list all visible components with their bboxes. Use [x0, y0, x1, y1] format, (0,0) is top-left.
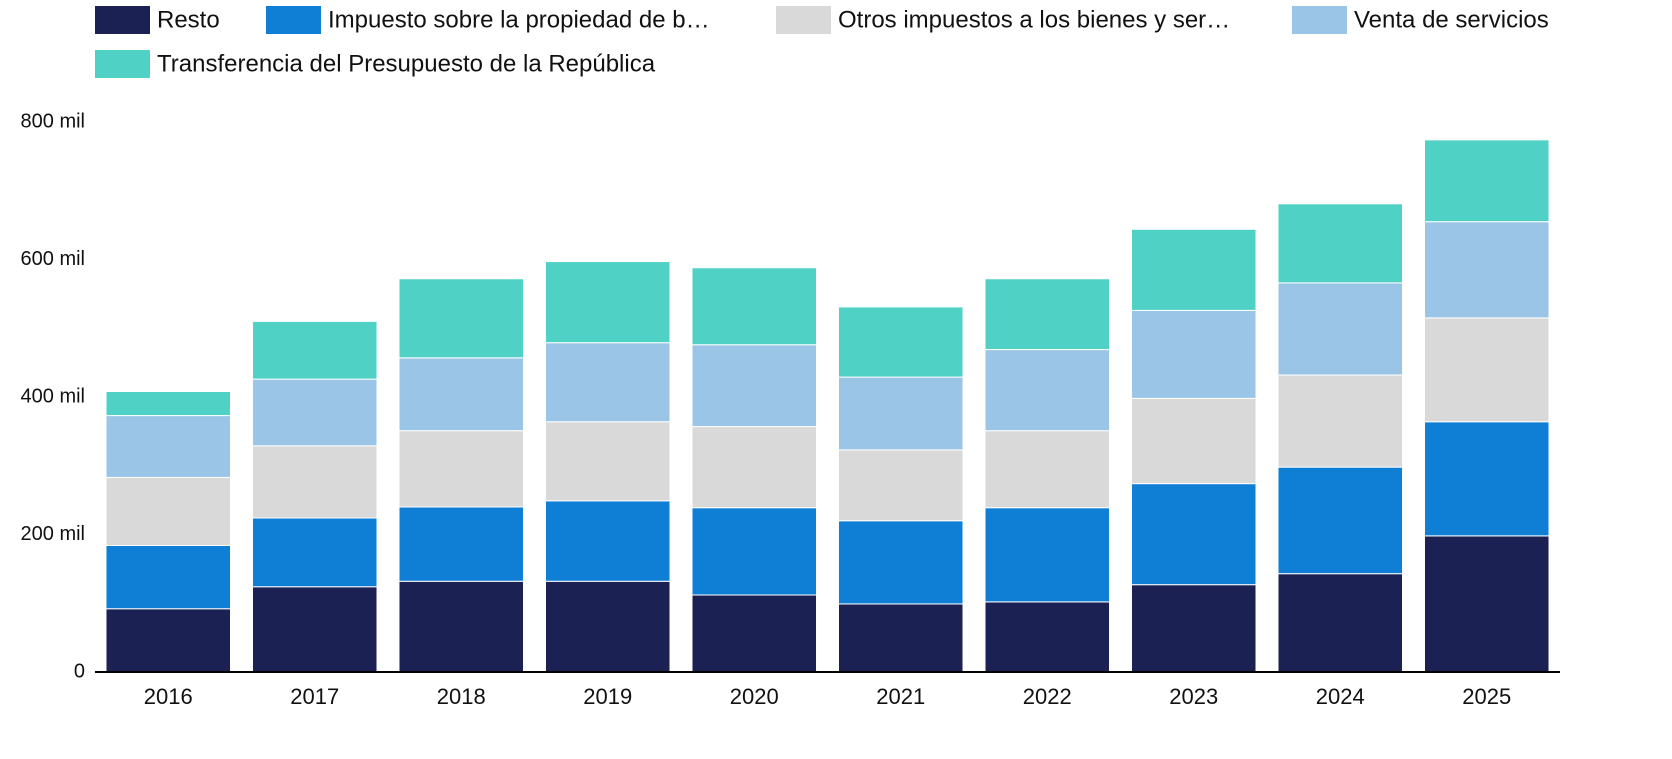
bar-segment	[984, 601, 1111, 673]
bar-segment	[398, 580, 525, 673]
bar-segment	[251, 517, 378, 588]
x-tick-label: 2020	[730, 684, 779, 709]
bar-segment	[1277, 203, 1404, 284]
y-tick-label: 0	[74, 660, 85, 682]
y-tick-label: 200 mil	[21, 523, 85, 545]
bar-segment	[1277, 374, 1404, 468]
bar-segment	[1423, 221, 1550, 319]
bar-segment	[1423, 421, 1550, 537]
bar-segment	[837, 376, 964, 451]
x-tick-label: 2024	[1316, 684, 1365, 709]
legend-swatch	[95, 6, 150, 34]
x-tick-label: 2019	[583, 684, 632, 709]
bar-segment	[837, 603, 964, 673]
bar-segment	[105, 391, 232, 417]
bar-segment	[984, 507, 1111, 603]
bar-segment	[251, 320, 378, 380]
bar-segment	[544, 500, 671, 582]
bar-segment	[544, 421, 671, 502]
legend-swatch	[95, 50, 150, 78]
bar-segment	[837, 306, 964, 378]
bar-segment	[398, 430, 525, 508]
x-tick-label: 2016	[144, 684, 193, 709]
y-tick-label: 800 mil	[21, 110, 85, 132]
bar-segment	[544, 342, 671, 423]
legend-label: Impuesto sobre la propiedad de b…	[328, 6, 710, 33]
bar-segment	[691, 507, 818, 596]
legend-label: Venta de servicios	[1354, 6, 1549, 33]
bar-segment	[1130, 228, 1257, 311]
legend-label: Transferencia del Presupuesto de la Repú…	[157, 50, 656, 77]
bar-segment	[1423, 535, 1550, 673]
bar-segment	[984, 430, 1111, 509]
bar-segment	[1130, 483, 1257, 586]
bar-segment	[1277, 466, 1404, 575]
x-tick-label: 2017	[290, 684, 339, 709]
bar-segment	[691, 344, 818, 428]
bar-segment	[398, 357, 525, 432]
bar-segment	[1130, 584, 1257, 673]
bar-segment	[691, 267, 818, 346]
bar-segment	[984, 349, 1111, 432]
legend-swatch	[776, 6, 831, 34]
x-tick-label: 2021	[876, 684, 925, 709]
bar-segment	[1130, 397, 1257, 485]
bar-segment	[105, 608, 232, 673]
legend-swatch	[1292, 6, 1347, 34]
bar-segment	[251, 445, 378, 519]
bar-segment	[691, 594, 818, 673]
bar-segment	[984, 278, 1111, 351]
x-tick-label: 2018	[437, 684, 486, 709]
x-tick-label: 2022	[1023, 684, 1072, 709]
x-tick-label: 2023	[1169, 684, 1218, 709]
bar-segment	[837, 449, 964, 522]
bar-segment	[691, 426, 818, 509]
bar-segment	[837, 520, 964, 605]
legend-swatch	[266, 6, 321, 34]
bar-segment	[105, 545, 232, 610]
bar-segment	[105, 476, 232, 546]
bar-segment	[1277, 282, 1404, 376]
bar-segment	[544, 580, 671, 673]
y-tick-label: 400 mil	[21, 385, 85, 407]
bar-segment	[398, 506, 525, 582]
bar-segment	[1423, 317, 1550, 423]
bar-segment	[105, 415, 232, 478]
bar-segment	[251, 378, 378, 447]
bar-segment	[398, 278, 525, 359]
legend-label: Otros impuestos a los bienes y ser…	[838, 6, 1230, 33]
bar-segment	[1277, 573, 1404, 673]
bar-segment	[544, 261, 671, 344]
bar-segment	[1423, 139, 1550, 223]
x-tick-label: 2025	[1462, 684, 1511, 709]
legend-label: Resto	[157, 6, 220, 33]
bar-segment	[251, 586, 378, 673]
y-tick-label: 600 mil	[21, 248, 85, 270]
bar-segment	[1130, 309, 1257, 399]
